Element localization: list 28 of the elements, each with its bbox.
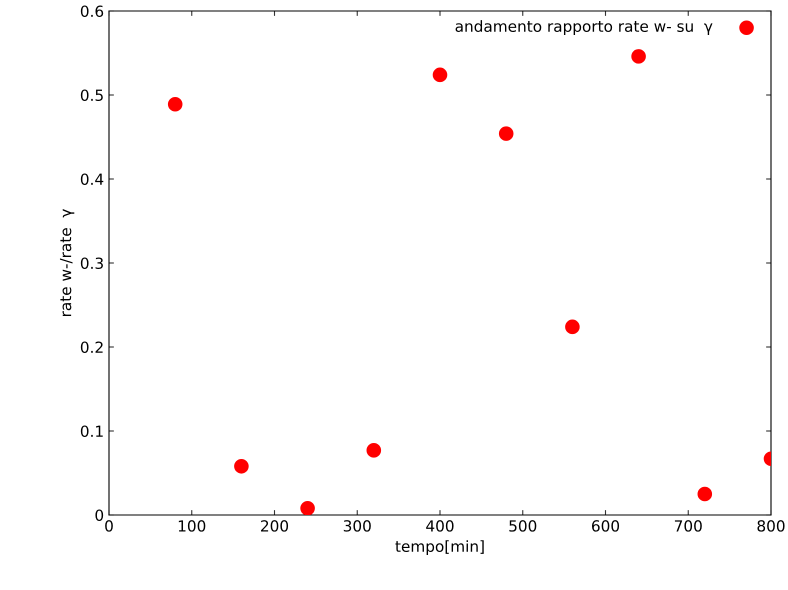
x-tick-label: 800 — [757, 520, 785, 532]
y-tick-label: 0 — [95, 509, 104, 522]
legend-label: andamento rapporto rate w- su γ — [456, 20, 712, 35]
x-tick-label: 100 — [178, 520, 206, 532]
point — [300, 500, 315, 515]
point — [698, 486, 712, 502]
x-tick-label: 200 — [261, 520, 288, 532]
y-tick-label: 0.4 — [80, 173, 104, 186]
point — [498, 126, 514, 141]
point — [168, 96, 182, 112]
x-axis-title: tempo[min] — [395, 540, 484, 555]
point — [432, 68, 448, 82]
point — [565, 320, 580, 334]
y-tick-label: 0.2 — [80, 341, 103, 354]
point — [631, 49, 646, 64]
x-tick-label: 700 — [674, 520, 702, 532]
x-tick-label: 400 — [426, 520, 454, 532]
y-axis-title: rate w-/rate γ — [60, 209, 74, 316]
y-tick-label: 0.5 — [80, 89, 103, 102]
y-tick-label: 0.3 — [80, 257, 103, 270]
y-tick-label: 0.1 — [80, 425, 103, 438]
point — [234, 458, 249, 474]
x-tick-label: 500 — [509, 520, 536, 532]
y-tick-label: 0.6 — [80, 5, 104, 18]
x-tick-label: 300 — [344, 520, 371, 532]
x-tick-label: 0 — [105, 520, 113, 532]
x-tick-label: 600 — [592, 520, 620, 532]
point — [366, 443, 382, 458]
